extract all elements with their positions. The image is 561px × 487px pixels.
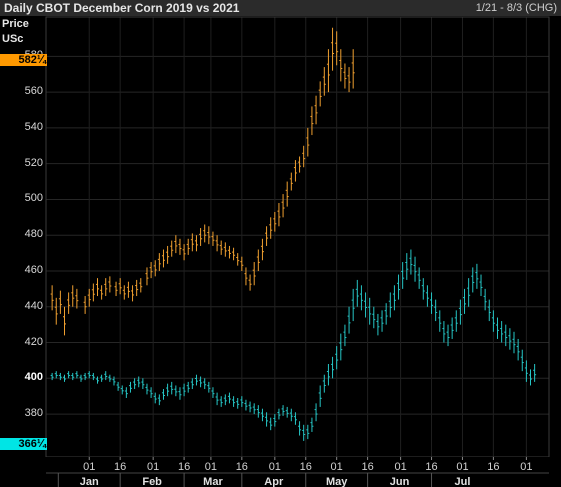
month-label: Apr bbox=[264, 476, 284, 487]
month-label: Feb bbox=[142, 476, 162, 487]
x-tick-label: 01 bbox=[394, 461, 406, 473]
title-bar: Daily CBOT December Corn 2019 vs 2021 1/… bbox=[0, 0, 561, 16]
y-tick-label: 520 bbox=[24, 156, 43, 169]
y-tick-label: 460 bbox=[24, 263, 43, 276]
x-tick-label: 16 bbox=[487, 461, 499, 473]
y-tick-label: 420 bbox=[24, 335, 43, 348]
month-label: Jan bbox=[80, 476, 99, 487]
month-label: Jul bbox=[455, 476, 471, 487]
grid-lines bbox=[46, 17, 549, 457]
x-axis: 01 16 01 16 01 16 01 16 01 16 01 16 01 16 01 Jan Feb Mar A… bbox=[0, 457, 561, 487]
x-tick-label: 16 bbox=[300, 461, 312, 473]
last-price-badge-2021: 582¼ bbox=[0, 54, 47, 66]
series-2021-bars bbox=[50, 27, 355, 336]
y-tick-label: 380 bbox=[24, 407, 43, 420]
x-tick-label: 01 bbox=[83, 461, 95, 473]
x-tick-label: 01 bbox=[456, 461, 468, 473]
y-tick-label: 480 bbox=[24, 228, 43, 241]
x-tick-label: 16 bbox=[361, 461, 373, 473]
chart-title: Daily CBOT December Corn 2019 vs 2021 bbox=[4, 1, 240, 15]
last-price-badge-2019: 366¼ bbox=[0, 438, 47, 450]
x-tick-label: 16 bbox=[236, 461, 248, 473]
x-tick-label: 16 bbox=[114, 461, 126, 473]
x-tick-label: 16 bbox=[178, 461, 190, 473]
month-label: Jun bbox=[390, 476, 410, 487]
date-range: 1/21 - 8/3 (CHG) bbox=[475, 2, 557, 14]
x-tick-label: 16 bbox=[425, 461, 437, 473]
y-axis-label-price: Price bbox=[2, 18, 29, 30]
y-tick-label: 500 bbox=[24, 192, 43, 205]
series-2019-bars bbox=[50, 249, 537, 441]
x-axis-background bbox=[0, 457, 561, 487]
y-tick-label: 400 bbox=[24, 371, 43, 384]
month-label: Mar bbox=[203, 476, 223, 487]
month-label: May bbox=[326, 476, 348, 487]
y-tick-label: 440 bbox=[24, 299, 43, 312]
x-tick-label: 01 bbox=[269, 461, 281, 473]
x-tick-label: 01 bbox=[520, 461, 532, 473]
y-tick-label: 560 bbox=[24, 85, 43, 98]
x-tick-label: 01 bbox=[331, 461, 343, 473]
y-axis-label-unit: USc bbox=[2, 33, 24, 45]
y-tick-label: 540 bbox=[24, 120, 43, 133]
x-tick-label: 01 bbox=[205, 461, 217, 473]
x-tick-label: 01 bbox=[147, 461, 159, 473]
